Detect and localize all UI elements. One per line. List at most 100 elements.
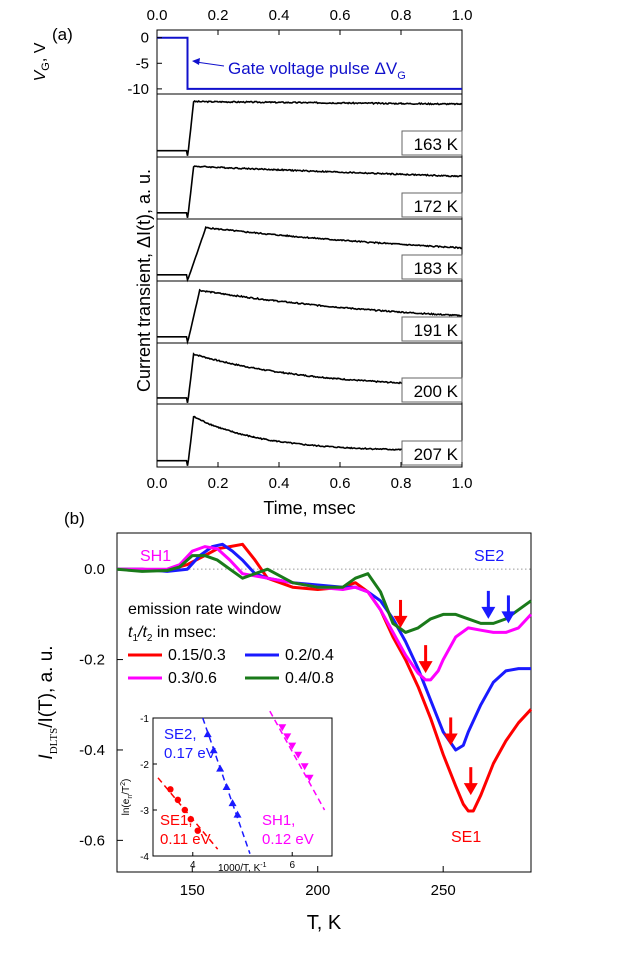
peak-arrowhead <box>418 661 433 674</box>
inset-xtick-label: 4 <box>190 860 196 871</box>
gate-annotation: Gate voltage pulse ΔVG <box>228 59 406 82</box>
panel-a-label: (a) <box>52 25 73 44</box>
inset-label-line2: 0.12 eV <box>262 831 314 848</box>
top-xtick-label: 0.0 <box>147 7 168 24</box>
x-axis-label: T, K <box>307 912 342 934</box>
legend-label: 0.2/0.4 <box>285 647 334 664</box>
xtick-label: 0.8 <box>391 475 412 492</box>
inset-marker <box>222 783 231 790</box>
transient-frame <box>156 403 463 468</box>
inset-ylabel-a: ln(e <box>121 798 132 815</box>
inset-label-line1: SE1, <box>160 812 193 829</box>
inset-x-axis-label: 1000/T, K-1 <box>218 862 267 874</box>
xtick-label: 0.4 <box>269 475 290 492</box>
transient-line <box>157 225 463 283</box>
inset-marker <box>283 733 292 741</box>
temperature-label-box <box>401 130 463 156</box>
peak-arrowhead <box>481 606 496 619</box>
y-axis-label-sub: DLTS <box>48 728 60 755</box>
legend-label: 0.4/0.8 <box>285 670 334 687</box>
y-axis-label: IDLTS/I(T), a. u. <box>36 645 60 759</box>
inset-xlabel-sup: -1 <box>260 862 266 869</box>
temperature-label-box <box>401 192 463 218</box>
gate-ytick-label: -10 <box>127 81 149 98</box>
ytick-label: -0.6 <box>79 832 105 849</box>
temperature-label: 200 K <box>414 382 459 401</box>
top-xtick-label: 1.0 <box>452 7 473 24</box>
peak-arrowhead <box>501 611 516 624</box>
inset-marker <box>187 816 194 823</box>
inset-marker <box>278 724 287 732</box>
inset-ytick-label: -2 <box>140 760 149 771</box>
peak-label-sh1: SH1 <box>140 548 171 565</box>
gate-annotation-arrowhead <box>192 58 200 65</box>
legend-t-sub1: 1 <box>132 633 138 644</box>
legend-title-1: emission rate window <box>128 601 281 618</box>
inset-ytick-label: -4 <box>140 852 149 863</box>
inset-marker <box>216 764 225 772</box>
inset-ytick-label: -3 <box>140 806 149 817</box>
peak-label-se2: SE2 <box>474 548 504 565</box>
temperature-label-box <box>401 254 463 280</box>
inset-marker <box>305 774 314 782</box>
inset-ylabel-sup: 2 <box>120 782 127 786</box>
panel-b: (b) 0.0 -0.2 -0.4 -0.6 150 200 250 T, K IDLTS/I(… <box>36 509 533 934</box>
temperature-label: 191 K <box>414 321 459 340</box>
inset-marker <box>174 796 182 804</box>
inset-marker <box>300 763 309 771</box>
inset-fit-line <box>269 710 326 811</box>
transient-line <box>157 99 463 156</box>
inset-ylabel-b: /T <box>121 786 132 795</box>
xtick-label: 0.2 <box>208 475 229 492</box>
inset-marker <box>228 799 237 807</box>
gate-annotation-text: Gate voltage pulse ΔV <box>228 59 398 78</box>
xtick-label: 0.6 <box>330 475 351 492</box>
legend-slash-t: /t <box>137 624 147 641</box>
gate-annotation-sub: G <box>397 70 406 82</box>
gate-annotation-arrow <box>195 61 225 67</box>
temperature-label: 172 K <box>414 197 459 216</box>
top-xtick-label: 0.8 <box>391 7 412 24</box>
xtick-label: 150 <box>180 882 205 899</box>
gate-ylabel-unit: , V <box>32 42 49 62</box>
legend-title-rest: in msec: <box>152 624 216 641</box>
temperature-label: 163 K <box>414 135 459 154</box>
legend-label: 0.3/0.6 <box>168 670 217 687</box>
ytick-label: -0.4 <box>79 742 105 759</box>
inset-ylabel-sub: n <box>127 795 134 799</box>
dlts-curve <box>116 554 532 634</box>
plot-frame <box>116 532 532 873</box>
temperature-label-box <box>401 440 463 466</box>
y-axis-label: Current transient, ΔI(t), a. u. <box>134 169 154 392</box>
gate-pulse-line <box>157 36 462 90</box>
gate-ytick-label: 0 <box>141 30 149 47</box>
legend-label: 0.15/0.3 <box>168 647 226 664</box>
inset-label-line1: SE2, <box>164 726 197 743</box>
legend-t: t <box>128 624 133 641</box>
inset-marker <box>181 806 189 814</box>
inset-marker <box>203 730 212 738</box>
y-axis-label-i: I <box>36 754 57 760</box>
inset-ytick-label: -1 <box>140 714 149 725</box>
peak-arrowhead <box>443 733 458 746</box>
legend-title-2: t1/t2 in msec: <box>128 624 216 644</box>
x-axis-label: Time, msec <box>263 498 355 518</box>
gate-ylabel-sub: G <box>40 62 52 71</box>
peak-label-se1: SE1 <box>451 829 481 846</box>
legend-t-sub2: 2 <box>147 633 153 644</box>
dlts-curve <box>117 545 533 682</box>
transient-line <box>157 288 463 345</box>
top-xtick-label: 0.2 <box>208 7 229 24</box>
top-xtick-label: 0.4 <box>269 7 290 24</box>
transient-line <box>157 165 463 218</box>
top-xtick-label: 0.6 <box>330 7 351 24</box>
peak-arrowhead <box>463 783 478 796</box>
gate-ylabel-v: V <box>32 69 49 81</box>
inset-y-axis-label: ln(en/T2) <box>120 779 134 816</box>
inset-ylabel-end: ) <box>121 779 132 782</box>
inset-marker <box>209 746 218 754</box>
inset-xlabel-text: 1000/T, K <box>218 863 261 874</box>
panel-b-label: (b) <box>64 509 85 528</box>
